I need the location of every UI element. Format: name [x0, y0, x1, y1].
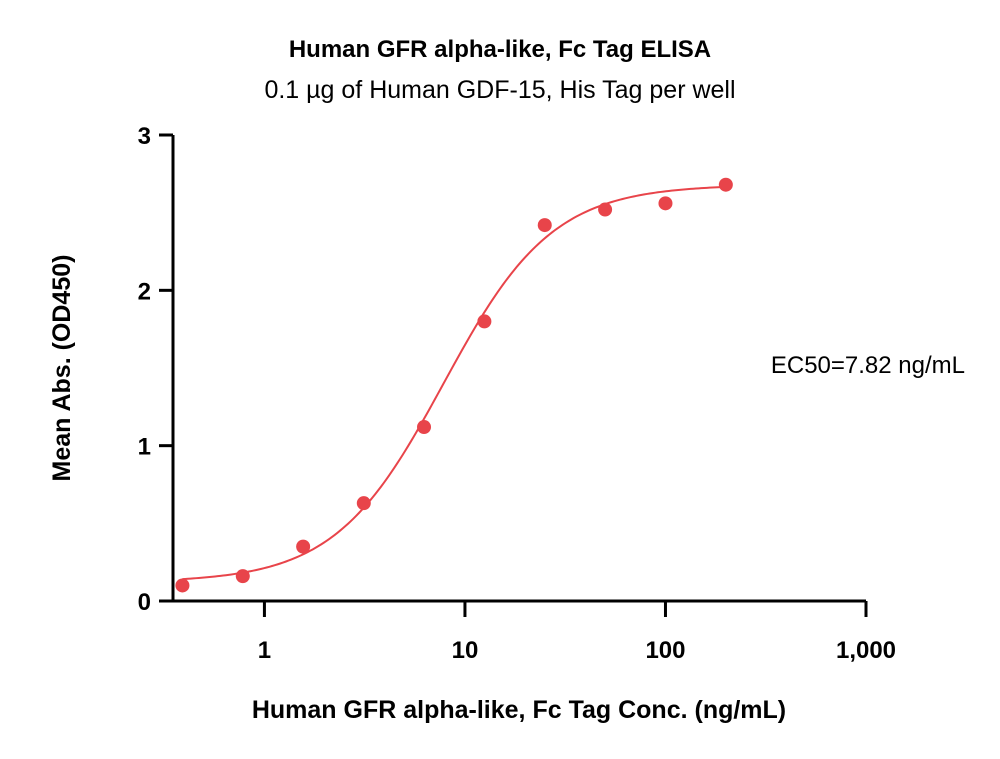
x-tick-label: 100: [645, 637, 685, 664]
chart-title: Human GFR alpha-like, Fc Tag ELISA: [288, 36, 712, 63]
y-tick-label: 1: [138, 434, 151, 461]
data-point: [658, 196, 673, 211]
y-tick-label: 2: [138, 278, 151, 305]
x-tick-label: 10: [452, 637, 479, 664]
data-point: [356, 496, 371, 511]
y-tick-label: 0: [138, 589, 151, 616]
y-tick-label: 3: [138, 123, 151, 150]
x-tick-label: 1: [258, 637, 271, 664]
data-points: [175, 177, 733, 593]
data-point: [537, 218, 552, 233]
data-point: [477, 314, 492, 329]
data-point: [175, 578, 190, 593]
data-point: [598, 202, 613, 217]
x-axis-label: Human GFR alpha-like, Fc Tag Conc. (ng/m…: [252, 696, 786, 724]
ec50-annotation: EC50=7.82 ng/mL: [771, 352, 965, 379]
data-point: [417, 420, 432, 435]
x-tick-label: 1,000: [836, 637, 896, 664]
x-ticks: 1 10 100 1,000: [258, 601, 896, 664]
data-point: [718, 177, 733, 192]
y-ticks: 0 1 2 3: [138, 123, 173, 616]
chart-subtitle: 0.1 µg of Human GDF-15, His Tag per well: [264, 76, 736, 104]
data-point: [235, 569, 250, 584]
axes: [171, 135, 866, 603]
fit-curve: [182, 185, 726, 581]
data-point: [296, 539, 311, 554]
y-axis-label: Mean Abs. (OD450): [48, 255, 76, 482]
